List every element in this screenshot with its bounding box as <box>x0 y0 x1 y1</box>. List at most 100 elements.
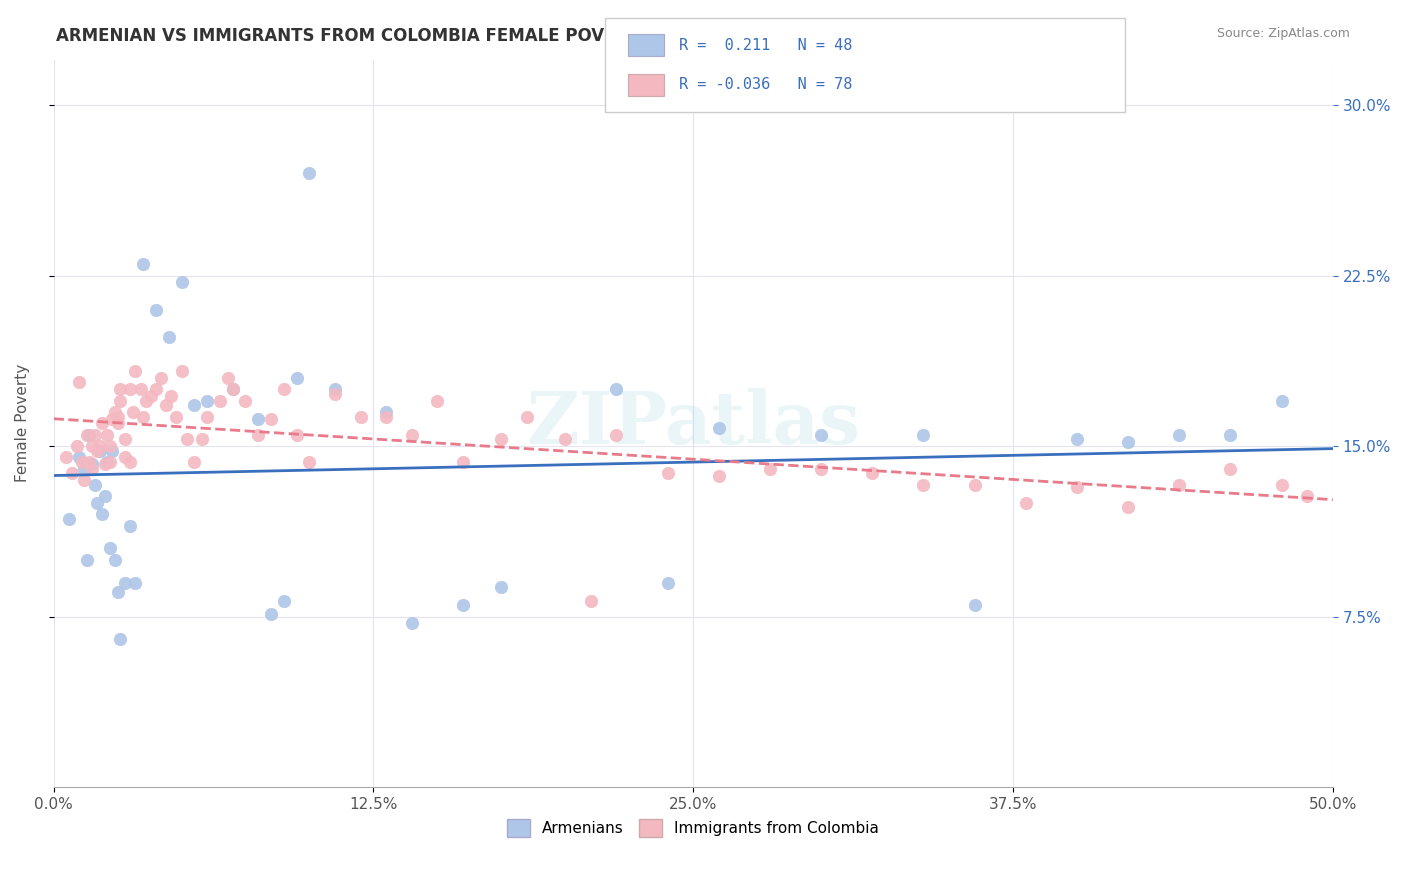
Point <box>89 439 111 453</box>
Point <box>247 427 270 442</box>
Point <box>79 455 101 469</box>
Point <box>401 616 423 631</box>
Point <box>208 393 231 408</box>
Point <box>1066 432 1088 446</box>
Point <box>222 382 245 396</box>
Point <box>195 409 218 424</box>
Point <box>120 455 142 469</box>
Point <box>76 553 98 567</box>
Point <box>83 427 105 442</box>
Point <box>605 382 627 396</box>
Point <box>104 405 127 419</box>
Point <box>707 421 730 435</box>
Point <box>298 166 321 180</box>
Point <box>1219 462 1241 476</box>
Point <box>195 393 218 408</box>
Point <box>1271 477 1294 491</box>
Point <box>491 432 513 446</box>
Y-axis label: Female Poverty: Female Poverty <box>15 364 30 483</box>
Legend: Armenians, Immigrants from Colombia: Armenians, Immigrants from Colombia <box>499 811 887 845</box>
Point <box>58 512 80 526</box>
Point <box>101 412 124 426</box>
Point <box>114 575 136 590</box>
Point <box>810 427 832 442</box>
Point <box>86 496 108 510</box>
Point <box>375 409 398 424</box>
Point <box>1168 477 1191 491</box>
Point <box>707 468 730 483</box>
Point <box>120 382 142 396</box>
Point <box>76 427 98 442</box>
Point <box>83 477 105 491</box>
Point <box>145 382 167 396</box>
Text: R =  0.211   N = 48: R = 0.211 N = 48 <box>679 38 852 53</box>
Point <box>96 427 118 442</box>
Point <box>260 607 283 622</box>
Point <box>73 473 96 487</box>
Point <box>101 443 124 458</box>
Point <box>80 462 103 476</box>
Point <box>247 412 270 426</box>
Point <box>132 409 155 424</box>
Point <box>579 593 602 607</box>
Point <box>60 467 83 481</box>
Point <box>1116 500 1139 515</box>
Point <box>426 393 449 408</box>
Point <box>285 427 308 442</box>
Point <box>98 439 121 453</box>
Point <box>401 427 423 442</box>
Point <box>104 553 127 567</box>
Point <box>759 462 782 476</box>
Point <box>124 364 146 378</box>
Point <box>139 389 162 403</box>
Point <box>1116 434 1139 449</box>
Point <box>1066 480 1088 494</box>
Point <box>298 455 321 469</box>
Point <box>217 371 239 385</box>
Point <box>86 443 108 458</box>
Point <box>96 455 118 469</box>
Point <box>176 432 198 446</box>
Point <box>160 389 183 403</box>
Point <box>91 417 114 431</box>
Point <box>79 427 101 442</box>
Point <box>912 477 935 491</box>
Point <box>451 455 474 469</box>
Point <box>273 593 295 607</box>
Point <box>516 409 538 424</box>
Point <box>122 405 145 419</box>
Point <box>155 398 177 412</box>
Point <box>107 584 129 599</box>
Point <box>108 382 131 396</box>
Point <box>150 371 173 385</box>
Point <box>55 450 77 465</box>
Point <box>810 462 832 476</box>
Text: R = -0.036   N = 78: R = -0.036 N = 78 <box>679 78 852 92</box>
Point <box>132 257 155 271</box>
Point <box>1296 489 1319 503</box>
Point <box>67 376 90 390</box>
Point <box>165 409 187 424</box>
Point <box>1015 496 1038 510</box>
Point <box>1271 393 1294 408</box>
Text: ARMENIAN VS IMMIGRANTS FROM COLOMBIA FEMALE POVERTY CORRELATION CHART: ARMENIAN VS IMMIGRANTS FROM COLOMBIA FEM… <box>56 27 856 45</box>
Point <box>80 458 103 472</box>
Point <box>323 386 346 401</box>
Point <box>963 477 986 491</box>
Point <box>107 409 129 424</box>
Point <box>375 405 398 419</box>
Point <box>70 455 93 469</box>
Text: Source: ZipAtlas.com: Source: ZipAtlas.com <box>1216 27 1350 40</box>
Point <box>108 393 131 408</box>
Point <box>124 575 146 590</box>
Point <box>135 393 157 408</box>
Point <box>98 455 121 469</box>
Point <box>66 439 89 453</box>
Point <box>107 417 129 431</box>
Point <box>183 455 205 469</box>
Point <box>183 398 205 412</box>
Point <box>80 439 103 453</box>
Point <box>323 382 346 396</box>
Point <box>191 432 214 446</box>
Point <box>222 382 245 396</box>
